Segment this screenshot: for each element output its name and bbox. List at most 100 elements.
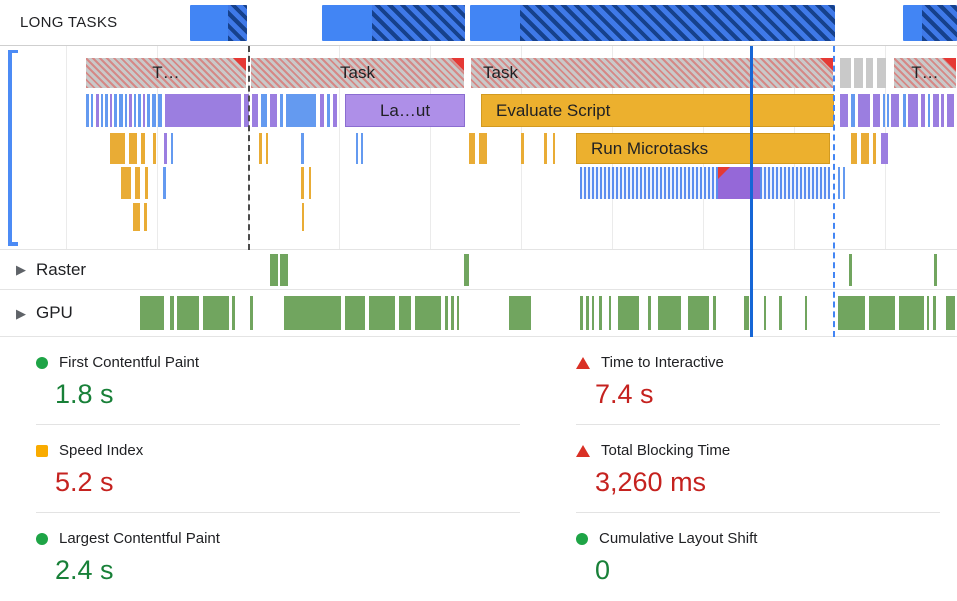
task-fragment-bar[interactable] <box>854 58 863 88</box>
gpu-activity-bar[interactable] <box>170 296 174 330</box>
evaluate-script-bar[interactable]: Evaluate Script <box>481 94 834 127</box>
long-task-bar[interactable] <box>190 5 247 41</box>
event-bar[interactable] <box>259 133 262 164</box>
event-bar[interactable] <box>86 94 89 127</box>
event-bar[interactable] <box>941 94 944 127</box>
event-bar[interactable] <box>165 94 241 127</box>
task-fragment-bar[interactable] <box>866 58 873 88</box>
gpu-activity-bar[interactable] <box>140 296 164 330</box>
flame-chart[interactable]: T… Task Task T… La…ut Evaluate Script Run M… <box>0 46 957 250</box>
gpu-activity-bar[interactable] <box>933 296 936 330</box>
event-bar[interactable] <box>110 94 112 127</box>
event-bar[interactable] <box>908 94 918 127</box>
gpu-activity-bar[interactable] <box>688 296 709 330</box>
event-bar[interactable] <box>469 133 475 164</box>
event-bar[interactable] <box>881 133 888 164</box>
raster-activity-bar[interactable] <box>270 254 278 286</box>
event-bar[interactable] <box>144 203 147 231</box>
event-bar[interactable] <box>105 94 108 127</box>
task-bar[interactable]: Task <box>250 58 465 88</box>
task-fragment-bar[interactable] <box>877 58 886 88</box>
event-bar[interactable] <box>838 167 840 199</box>
gpu-activity-bar[interactable] <box>779 296 782 330</box>
event-bar[interactable] <box>101 94 103 127</box>
event-bar[interactable] <box>903 94 906 127</box>
event-bar[interactable] <box>356 133 358 164</box>
gpu-activity-bar[interactable] <box>369 296 395 330</box>
event-bar[interactable] <box>114 94 117 127</box>
long-task-bar[interactable] <box>322 5 465 41</box>
event-bar[interactable] <box>138 94 141 127</box>
gpu-activity-bar[interactable] <box>744 296 749 330</box>
gpu-activity-bar[interactable] <box>599 296 602 330</box>
event-bar[interactable] <box>301 133 304 164</box>
event-bar[interactable] <box>252 94 258 127</box>
event-bar[interactable] <box>133 203 140 231</box>
gpu-activity-bar[interactable] <box>445 296 448 330</box>
gpu-activity-bar[interactable] <box>869 296 895 330</box>
raster-track-header[interactable]: ▶ Raster <box>16 260 86 280</box>
event-bar[interactable] <box>286 94 316 127</box>
event-bar[interactable] <box>153 133 156 164</box>
raster-activity-bar[interactable] <box>280 254 288 286</box>
event-bar[interactable] <box>145 167 148 199</box>
gpu-activity-bar[interactable] <box>648 296 651 330</box>
event-bar[interactable] <box>164 133 167 164</box>
recalc-style-bar[interactable] <box>718 167 760 199</box>
event-bar[interactable] <box>121 167 131 199</box>
gpu-activity-bar[interactable] <box>457 296 459 330</box>
gpu-activity-bar[interactable] <box>899 296 924 330</box>
gpu-activity-bar[interactable] <box>232 296 235 330</box>
task-bar[interactable]: T… <box>893 58 957 88</box>
event-bar[interactable] <box>129 94 132 127</box>
task-fragment-bar[interactable] <box>840 58 851 88</box>
long-task-bar[interactable] <box>903 5 957 41</box>
event-bar[interactable] <box>891 94 899 127</box>
gpu-activity-bar[interactable] <box>586 296 589 330</box>
gpu-activity-bar[interactable] <box>713 296 716 330</box>
event-bar[interactable] <box>171 133 173 164</box>
event-bar[interactable] <box>887 94 889 127</box>
event-bar[interactable] <box>270 94 277 127</box>
event-bar[interactable] <box>840 94 848 127</box>
event-bar[interactable] <box>309 167 311 199</box>
event-bar[interactable] <box>928 94 930 127</box>
gpu-activity-bar[interactable] <box>805 296 807 330</box>
gpu-activity-bar[interactable] <box>509 296 531 330</box>
gpu-activity-bar[interactable] <box>609 296 611 330</box>
raster-activity-bar[interactable] <box>934 254 937 286</box>
task-bar[interactable]: Task <box>470 58 834 88</box>
event-bar[interactable] <box>280 94 283 127</box>
event-bar[interactable] <box>861 133 869 164</box>
disclosure-triangle-icon[interactable]: ▶ <box>16 262 26 277</box>
event-bar[interactable] <box>843 167 845 199</box>
event-bar[interactable] <box>320 94 324 127</box>
event-bar[interactable] <box>933 94 939 127</box>
micro-activity-region[interactable] <box>580 167 830 199</box>
gpu-activity-bar[interactable] <box>838 296 865 330</box>
event-bar[interactable] <box>244 94 249 127</box>
long-task-bar[interactable] <box>470 5 835 41</box>
layout-bar[interactable]: La…ut <box>345 94 465 127</box>
task-bar[interactable]: T… <box>85 58 247 88</box>
gpu-activity-bar[interactable] <box>658 296 681 330</box>
event-bar[interactable] <box>361 133 363 164</box>
event-bar[interactable] <box>521 133 524 164</box>
event-bar[interactable] <box>158 94 162 127</box>
gpu-activity-bar[interactable] <box>399 296 411 330</box>
event-bar[interactable] <box>119 94 123 127</box>
event-bar[interactable] <box>851 94 855 127</box>
event-bar[interactable] <box>553 133 555 164</box>
event-bar[interactable] <box>129 133 137 164</box>
event-bar[interactable] <box>266 133 268 164</box>
gpu-activity-bar[interactable] <box>203 296 229 330</box>
gpu-activity-bar[interactable] <box>250 296 253 330</box>
event-bar[interactable] <box>302 203 304 231</box>
event-bar[interactable] <box>947 94 954 127</box>
event-bar[interactable] <box>921 94 925 127</box>
event-bar[interactable] <box>873 94 880 127</box>
event-bar[interactable] <box>141 133 145 164</box>
gpu-activity-bar[interactable] <box>927 296 929 330</box>
event-bar[interactable] <box>333 94 337 127</box>
event-bar[interactable] <box>143 94 145 127</box>
